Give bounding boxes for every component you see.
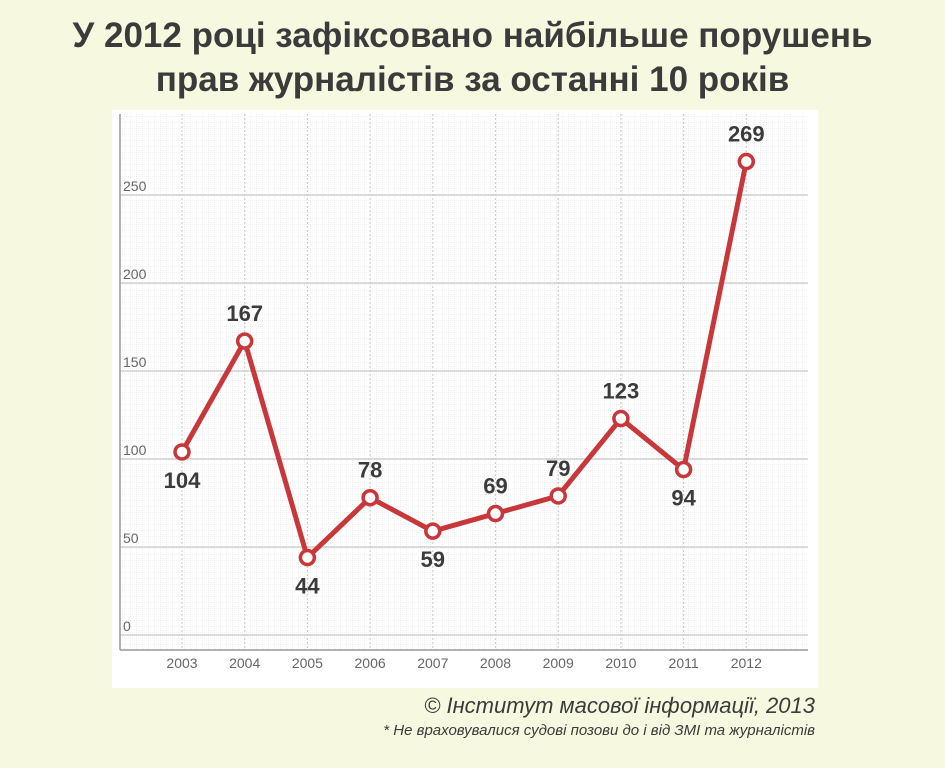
x-tick-label: 2003 bbox=[166, 655, 197, 671]
chart-title-line-1: У 2012 році зафіксовано найбільше поруше… bbox=[72, 16, 873, 55]
y-tick-label: 100 bbox=[123, 442, 147, 458]
y-tick-label: 150 bbox=[123, 354, 147, 370]
line-chart: 0 50 100 150 200 250 2003 2004 2005 2006 2007 2008 2… bbox=[119, 114, 808, 671]
x-tick-label: 2006 bbox=[355, 655, 386, 671]
footnote: * Не враховувалися судові позови до і ві… bbox=[383, 722, 815, 739]
y-tick-label: 200 bbox=[123, 266, 147, 282]
data-point bbox=[549, 487, 567, 505]
data-label: 104 bbox=[164, 468, 201, 493]
data-label: 123 bbox=[603, 379, 640, 404]
chart-title: У 2012 році зафіксовано найбільше поруше… bbox=[0, 14, 945, 102]
y-tick-label: 50 bbox=[123, 530, 139, 546]
data-label: 79 bbox=[546, 456, 570, 481]
x-tick-label: 2009 bbox=[543, 655, 574, 671]
data-label: 59 bbox=[421, 547, 445, 572]
x-tick-label: 2012 bbox=[731, 655, 762, 671]
data-point bbox=[298, 548, 317, 567]
data-point bbox=[235, 332, 254, 350]
data-label: 269 bbox=[728, 122, 765, 147]
data-point bbox=[173, 443, 191, 461]
x-tick-label: 2010 bbox=[605, 655, 636, 671]
data-label: 69 bbox=[483, 474, 507, 499]
x-tick-label: 2005 bbox=[292, 655, 323, 671]
minor-grid bbox=[120, 114, 808, 650]
data-label: 44 bbox=[295, 574, 320, 599]
data-label: 78 bbox=[358, 458, 382, 483]
x-tick-label: 2011 bbox=[669, 655, 699, 671]
data-point bbox=[486, 504, 505, 523]
data-point bbox=[361, 488, 379, 507]
chart-area: 0 50 100 150 200 250 2003 2004 2005 2006 2007 2008 2… bbox=[112, 110, 818, 688]
x-tick-label: 2008 bbox=[480, 655, 511, 671]
source-credit: © Інститут масової інформації, 2013 bbox=[424, 693, 815, 718]
chart-title-line-2: прав журналістів за останні 10 років bbox=[155, 60, 790, 99]
series-line bbox=[179, 159, 749, 561]
data-point bbox=[612, 409, 630, 428]
data-point bbox=[737, 152, 756, 171]
x-tick-label: 2007 bbox=[417, 655, 448, 671]
data-point bbox=[424, 522, 442, 540]
data-point bbox=[674, 460, 693, 479]
data-label: 167 bbox=[226, 301, 263, 326]
y-tick-label: 0 bbox=[123, 618, 131, 634]
y-tick-label: 250 bbox=[123, 178, 147, 194]
data-label: 94 bbox=[671, 486, 696, 511]
x-tick-label: 2004 bbox=[229, 655, 260, 671]
